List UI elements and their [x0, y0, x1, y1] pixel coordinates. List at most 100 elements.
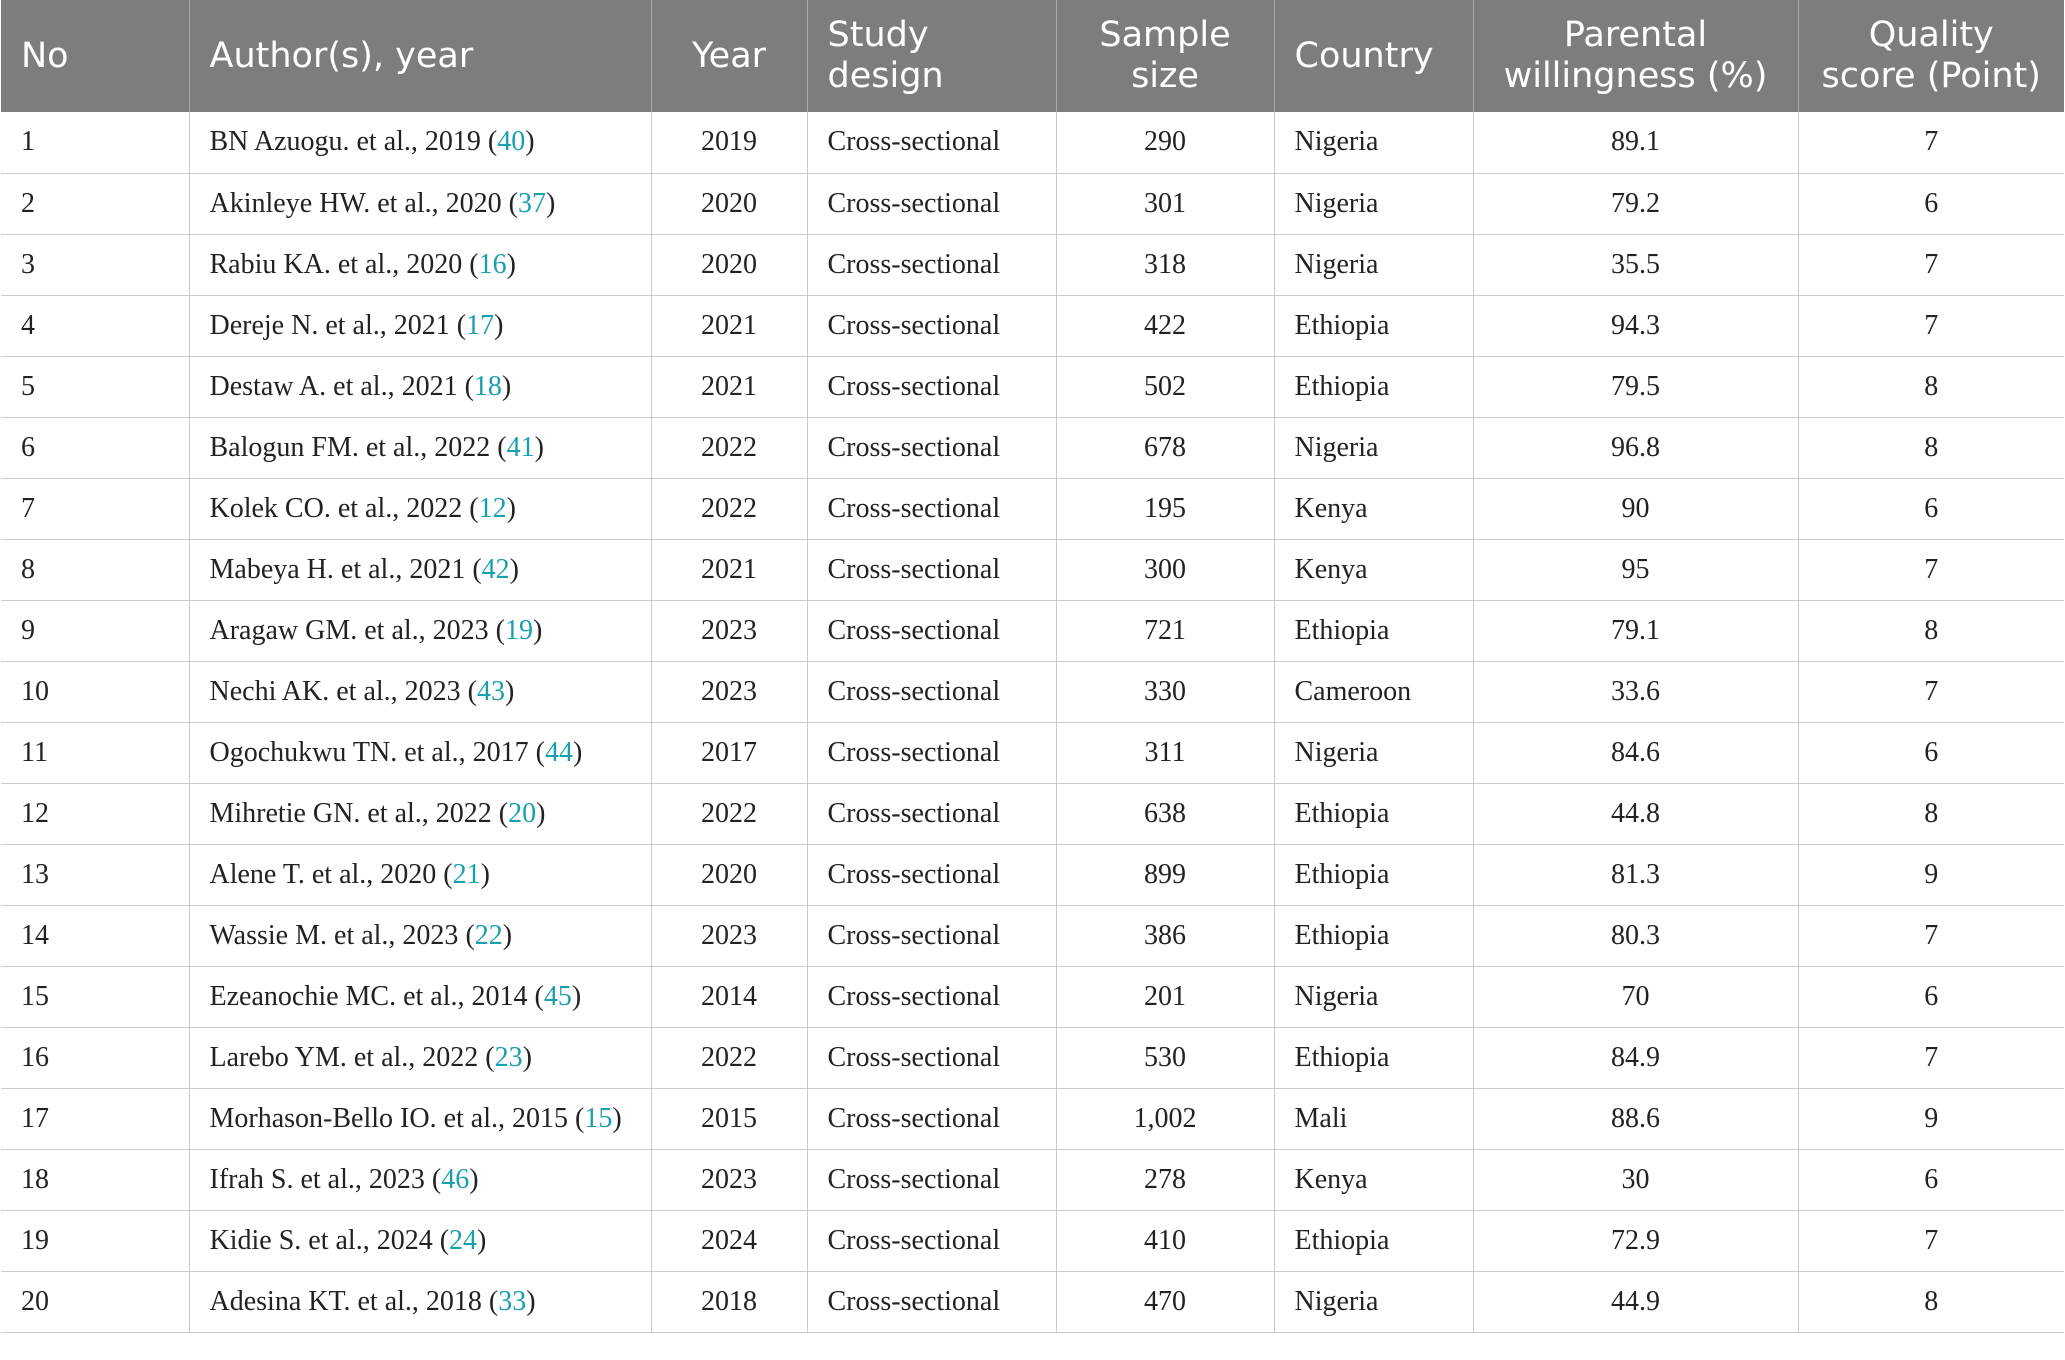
cell-study-design: Cross-sectional [807, 173, 1057, 235]
cell-parental-willingness: 80.3 [1473, 905, 1799, 967]
cell-author: Wassie M. et al., 2023 (22) [189, 905, 652, 967]
cell-country: Ethiopia [1274, 600, 1474, 662]
cell-study-design: Cross-sectional [807, 966, 1057, 1028]
reference-link[interactable]: 45 [543, 980, 572, 1012]
cell-no: 20 [1, 1271, 190, 1333]
author-text: Ezeanochie MC. et al., 2014 [209, 980, 528, 1012]
cell-year: 2021 [651, 295, 808, 357]
header-quality-score: Quality score (Point) [1798, 0, 2064, 112]
reference-link[interactable]: 24 [449, 1224, 478, 1256]
cell-parental-willingness: 79.5 [1473, 356, 1799, 418]
cell-parental-willingness: 81.3 [1473, 844, 1799, 906]
table-row: 6 Balogun FM. et al., 2022 (41) 2022 Cross-… [1, 417, 2064, 479]
cell-country: Nigeria [1274, 173, 1474, 235]
reference-link[interactable]: 40 [497, 126, 526, 158]
cell-no: 6 [1, 417, 190, 479]
reference-link[interactable]: 43 [477, 675, 505, 707]
author-text: Aragaw GM. et al., 2023 [209, 614, 489, 646]
cell-quality-score: 6 [1798, 478, 2064, 540]
cell-author: Destaw A. et al., 2021 (18) [189, 356, 652, 418]
cell-no: 4 [1, 295, 190, 357]
table-row: 19 Kidie S. et al., 2024 (24) 2024 Cross-se… [1, 1210, 2064, 1272]
cell-quality-score: 7 [1798, 1210, 2064, 1272]
reference-link[interactable]: 19 [504, 614, 533, 646]
cell-country: Nigeria [1274, 722, 1474, 784]
cell-country: Ethiopia [1274, 844, 1474, 906]
cell-study-design: Cross-sectional [807, 234, 1057, 296]
studies-table: No Author(s), year Year Study design Samp… [1, 0, 2064, 1333]
reference-link[interactable]: 41 [506, 431, 535, 463]
cell-year: 2022 [651, 478, 808, 540]
cell-sample-size: 318 [1056, 234, 1275, 296]
cell-author: Larebo YM. et al., 2022 (23) [189, 1027, 652, 1089]
cell-quality-score: 7 [1798, 1027, 2064, 1089]
author-text: Kolek CO. et al., 2022 [209, 492, 463, 524]
cell-year: 2020 [651, 234, 808, 296]
cell-sample-size: 201 [1056, 966, 1275, 1028]
cell-author: Adesina KT. et al., 2018 (33) [189, 1271, 652, 1333]
cell-parental-willingness: 84.9 [1473, 1027, 1799, 1089]
cell-sample-size: 301 [1056, 173, 1275, 235]
cell-country: Nigeria [1274, 112, 1474, 174]
cell-study-design: Cross-sectional [807, 905, 1057, 967]
cell-country: Ethiopia [1274, 356, 1474, 418]
author-text: BN Azuogu. et al., 2019 [209, 126, 481, 158]
author-text: Kidie S. et al., 2024 [209, 1224, 433, 1256]
header-willingness-line2: willingness (%) [1503, 56, 1768, 96]
cell-quality-score: 7 [1798, 295, 2064, 357]
header-sample-size: Sample size [1056, 0, 1275, 112]
cell-no: 16 [1, 1027, 190, 1089]
cell-study-design: Cross-sectional [807, 1210, 1057, 1272]
table-row: 7 Kolek CO. et al., 2022 (12) 2022 Cross-se… [1, 478, 2064, 540]
cell-no: 11 [1, 722, 190, 784]
cell-author: Alene T. et al., 2020 (21) [189, 844, 652, 906]
reference-link[interactable]: 15 [584, 1102, 613, 1134]
cell-country: Nigeria [1274, 234, 1474, 296]
reference-link[interactable]: 23 [494, 1041, 523, 1073]
cell-parental-willingness: 35.5 [1473, 234, 1799, 296]
cell-year: 2023 [651, 905, 808, 967]
reference-link[interactable]: 16 [478, 248, 507, 280]
cell-quality-score: 6 [1798, 173, 2064, 235]
header-quality-line2: score (Point) [1821, 56, 2041, 96]
header-parental-willingness: Parental willingness (%) [1473, 0, 1799, 112]
reference-link[interactable]: 12 [478, 492, 507, 524]
cell-country: Nigeria [1274, 1271, 1474, 1333]
reference-link[interactable]: 46 [441, 1163, 470, 1195]
reference-link[interactable]: 37 [517, 187, 546, 219]
cell-author: Nechi AK. et al., 2023 (43) [189, 661, 652, 723]
cell-country: Nigeria [1274, 417, 1474, 479]
cell-quality-score: 6 [1798, 966, 2064, 1028]
reference-link[interactable]: 20 [508, 797, 537, 829]
cell-author: Kolek CO. et al., 2022 (12) [189, 478, 652, 540]
cell-sample-size: 300 [1056, 539, 1275, 601]
cell-quality-score: 7 [1798, 234, 2064, 296]
table-row: 12 Mihretie GN. et al., 2022 (20) 2022 Cros… [1, 783, 2064, 845]
cell-parental-willingness: 89.1 [1473, 112, 1799, 174]
cell-sample-size: 899 [1056, 844, 1275, 906]
reference-link[interactable]: 17 [466, 309, 495, 341]
header-year: Year [651, 0, 808, 112]
cell-sample-size: 721 [1056, 600, 1275, 662]
table-row: 15 Ezeanochie MC. et al., 2014 (45) 2014 Cr… [1, 966, 2064, 1028]
reference-link[interactable]: 22 [474, 919, 503, 951]
table-row: 1 BN Azuogu. et al., 2019 (40) 2019 Cross-s… [1, 112, 2064, 174]
header-study-design: Study design [807, 0, 1057, 112]
cell-parental-willingness: 70 [1473, 966, 1799, 1028]
reference-link[interactable]: 42 [481, 553, 510, 585]
cell-no: 14 [1, 905, 190, 967]
cell-no: 5 [1, 356, 190, 418]
cell-quality-score: 8 [1798, 600, 2064, 662]
reference-link[interactable]: 21 [452, 858, 481, 890]
cell-quality-score: 6 [1798, 1149, 2064, 1211]
cell-year: 2018 [651, 1271, 808, 1333]
reference-link[interactable]: 33 [498, 1285, 527, 1317]
cell-sample-size: 330 [1056, 661, 1275, 723]
cell-quality-score: 7 [1798, 539, 2064, 601]
reference-link[interactable]: 18 [473, 370, 502, 402]
cell-parental-willingness: 33.6 [1473, 661, 1799, 723]
cell-no: 8 [1, 539, 190, 601]
cell-sample-size: 678 [1056, 417, 1275, 479]
reference-link[interactable]: 44 [544, 736, 573, 768]
cell-author: Morhason-Bello IO. et al., 2015 (15) [189, 1088, 652, 1150]
